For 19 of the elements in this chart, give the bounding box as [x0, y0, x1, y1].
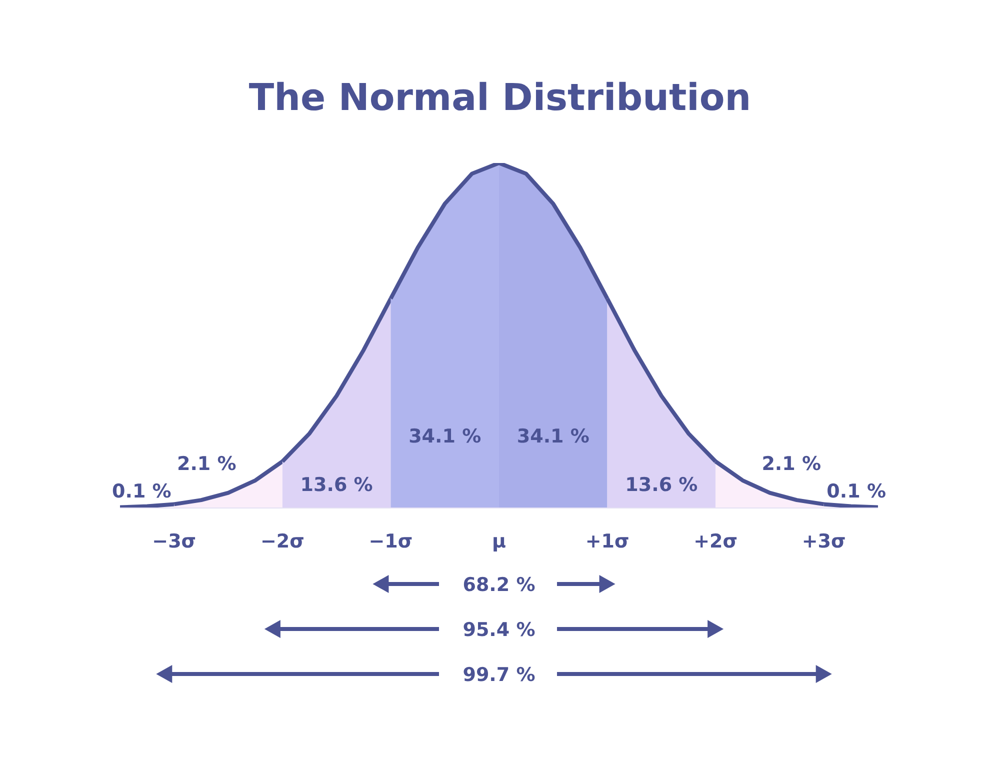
x-tick-label: μ	[492, 530, 506, 552]
x-tick-label: +1σ	[585, 530, 630, 552]
x-tick-label: −3σ	[152, 530, 196, 552]
series-label: 2.1 %	[176, 453, 236, 476]
series-label: 2.1 %	[762, 453, 822, 476]
series-label: 13.6 %	[625, 474, 698, 496]
series-label: 0.1 %	[112, 480, 172, 503]
series-label: 34.1 %	[408, 425, 482, 448]
text: 95.4 %	[462, 619, 536, 641]
text: 68.2 %	[462, 574, 536, 596]
text: 99.7 %	[462, 664, 536, 686]
x-tick-label: +2σ	[694, 530, 738, 552]
chart-title: The Normal Distribution	[248, 76, 752, 119]
x-tick-label: −1σ	[368, 530, 413, 552]
series-label: 0.1 %	[826, 480, 886, 503]
series-label: 34.1 %	[516, 425, 590, 448]
x-tick-label: −2σ	[260, 530, 304, 552]
series-label: 13.6 %	[300, 474, 373, 496]
x-tick-label: +3σ	[802, 530, 846, 552]
